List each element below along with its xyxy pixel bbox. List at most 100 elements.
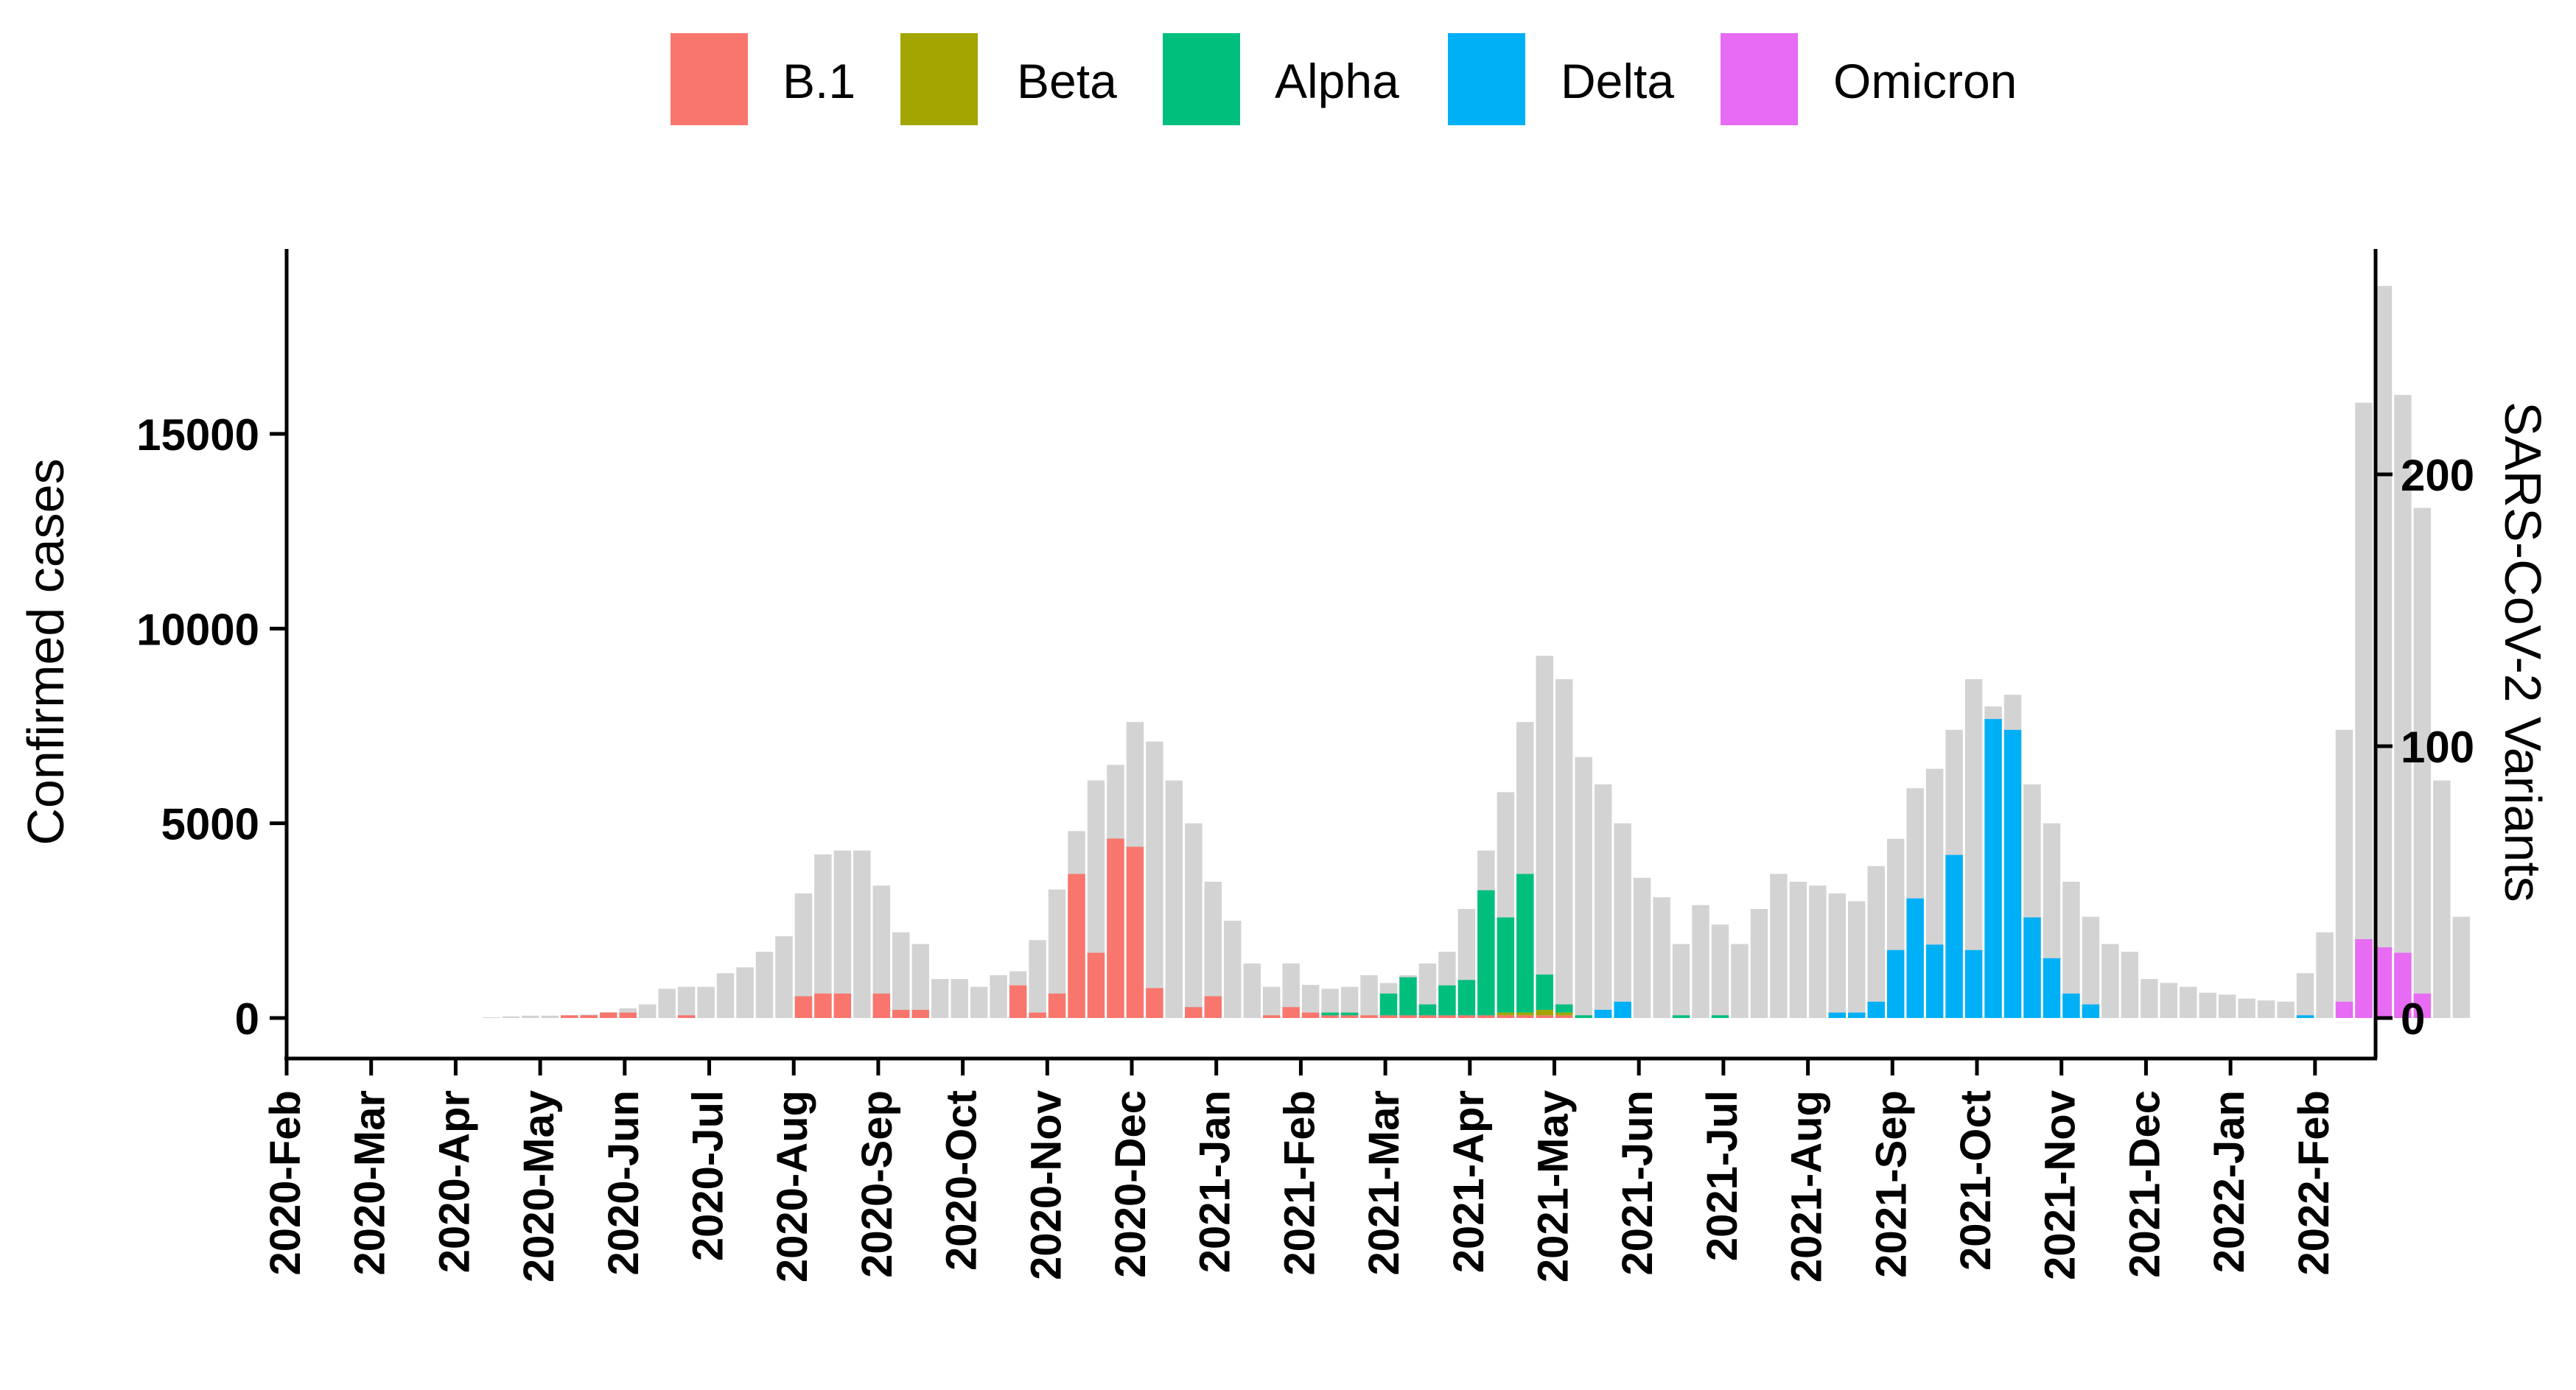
legend-swatch-delta	[1448, 33, 1525, 125]
x-tick-label: 2020-May	[515, 1090, 563, 1282]
case-bar	[658, 989, 676, 1018]
variant-bar-delta	[1984, 719, 2002, 1018]
variant-bar-delta	[2296, 1015, 2314, 1018]
case-bar	[1575, 757, 1592, 1018]
case-bar	[794, 893, 813, 1018]
case-bar	[1555, 679, 1573, 1018]
case-bar	[1692, 905, 1709, 1018]
legend-label: Omicron	[1833, 54, 2017, 108]
variant-bar-alpha	[1555, 1004, 1573, 1013]
variant-bar-b1	[1379, 1015, 1398, 1018]
variant-bar-b1	[892, 1009, 910, 1018]
y2-axis-label: SARS-CoV-2 Variants	[2494, 401, 2552, 902]
y-tick-label: 0	[235, 994, 259, 1044]
variant-bar-b1	[1340, 1015, 1359, 1018]
x-tick-label: 2022-Feb	[2290, 1090, 2338, 1275]
case-bar	[1964, 679, 1983, 1018]
variant-bar-omicron	[2374, 947, 2393, 1018]
variant-bar-b1	[1418, 1015, 1437, 1018]
y2-tick-label: 100	[2401, 723, 2474, 772]
variant-bar-b1	[1516, 1015, 1534, 1018]
x-tick-label: 2021-May	[1530, 1090, 1578, 1282]
case-bar	[1224, 920, 1242, 1018]
variant-bar-b1	[1204, 996, 1222, 1018]
variant-bar-delta	[1614, 1001, 1631, 1018]
case-bar	[2062, 881, 2080, 1018]
case-bar	[2316, 932, 2334, 1018]
x-tick-label: 2022-Jan	[2205, 1090, 2253, 1273]
case-bar	[833, 850, 852, 1018]
case-bar	[1731, 944, 1749, 1018]
variant-bar-alpha	[1438, 985, 1456, 1016]
case-bar	[1594, 784, 1612, 1018]
variant-bar-b1	[1087, 952, 1105, 1018]
case-bar	[1536, 656, 1553, 1018]
y-tick-label: 10000	[136, 605, 259, 654]
case-bar	[1301, 985, 1320, 1018]
variant-bars	[561, 719, 2432, 1018]
variant-bar-b1	[833, 993, 852, 1018]
variant-bar-alpha	[1672, 1015, 1690, 1018]
variant-bar-delta	[2003, 729, 2022, 1018]
variant-bar-alpha	[1457, 980, 1476, 1016]
variant-bar-b1	[1321, 1015, 1339, 1018]
variant-bar-beta	[1536, 1009, 1553, 1016]
case-bar	[1243, 963, 1261, 1018]
variant-bar-delta	[1594, 1009, 1612, 1018]
variant-bar-b1	[1029, 1012, 1046, 1018]
case-bar	[697, 986, 715, 1018]
x-tick-label: 2020-Jun	[600, 1090, 648, 1275]
case-bar	[522, 1015, 539, 1018]
variant-bar-omicron	[2335, 1001, 2353, 1018]
variant-bar-delta	[1964, 950, 1983, 1018]
x-tick-label: 2020-Jul	[685, 1090, 732, 1261]
case-bar	[1029, 940, 1046, 1018]
case-bar	[1418, 963, 1437, 1018]
variant-bar-alpha	[1711, 1015, 1729, 1018]
case-bar	[1321, 989, 1339, 1018]
case-bar	[502, 1016, 520, 1018]
case-bar	[892, 932, 910, 1018]
variant-bar-b1	[1146, 988, 1163, 1018]
variant-bar-alpha	[1321, 1012, 1339, 1016]
case-bar	[677, 986, 696, 1018]
case-bar	[2141, 979, 2158, 1018]
variant-bar-alpha	[1477, 890, 1495, 1016]
case-bar	[2277, 1001, 2295, 1018]
case-bar	[2257, 1000, 2275, 1018]
case-bar	[2413, 508, 2432, 1018]
variant-bar-delta	[2082, 1004, 2100, 1018]
case-bar	[541, 1015, 559, 1018]
x-tick-label: 2020-Feb	[262, 1090, 309, 1275]
variant-bar-alpha	[1379, 993, 1398, 1016]
case-bar	[1770, 874, 1788, 1018]
variant-bar-b1	[600, 1012, 617, 1018]
y-axis-label: Confirmed cases	[17, 458, 74, 845]
legend-swatch-beta	[900, 33, 978, 125]
x-tick-label: 2021-Sep	[1867, 1090, 1915, 1278]
case-bar	[1614, 823, 1631, 1018]
variant-bar-delta	[1945, 854, 1963, 1018]
variant-bar-b1	[1185, 1007, 1203, 1018]
y-tick-label: 15000	[136, 410, 259, 460]
x-tick-label: 2021-Apr	[1445, 1090, 1493, 1273]
case-bar	[853, 850, 871, 1018]
variant-bar-delta	[1886, 950, 1905, 1018]
case-bar	[2180, 986, 2197, 1018]
x-tick-label: 2021-Mar	[1360, 1090, 1408, 1275]
legend-label: Alpha	[1275, 54, 1399, 108]
case-bar	[1672, 944, 1690, 1018]
case-bar	[970, 986, 988, 1018]
variant-bar-b1	[1555, 1015, 1573, 1018]
variant-bar-delta	[1925, 944, 1944, 1018]
case-bar	[872, 885, 891, 1018]
variant-bar-omicron	[2413, 993, 2432, 1018]
variant-bar-alpha	[1399, 977, 1417, 1016]
case-bar	[1633, 877, 1651, 1018]
variant-bar-alpha	[1536, 974, 1553, 1010]
variant-bar-b1	[619, 1012, 637, 1018]
case-bar	[483, 1017, 500, 1018]
case-bar	[1867, 866, 1885, 1018]
